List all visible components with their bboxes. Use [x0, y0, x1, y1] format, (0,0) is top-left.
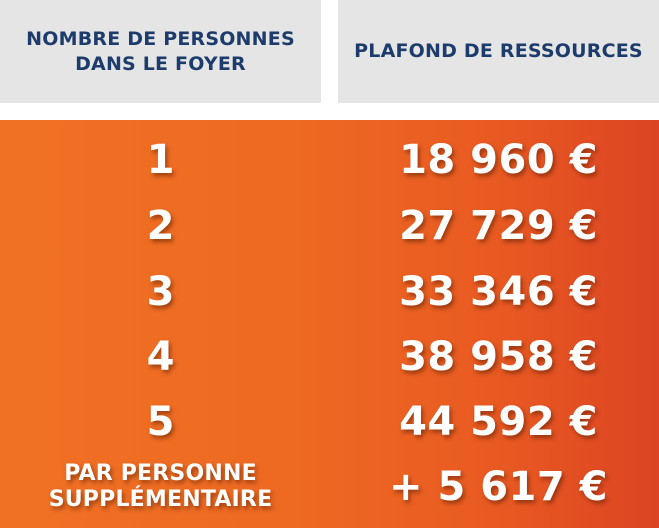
column-header-household-size: NOMBRE DE PERSONNES DANS LE FOYER	[0, 0, 321, 103]
table-row: PAR PERSONNE SUPPLÉMENTAIRE + 5 617 €	[0, 455, 659, 519]
table-row: 1 18 960 €	[0, 128, 659, 192]
table-row: 2 27 729 €	[0, 194, 659, 258]
resource-ceiling-cell: 27 729 €	[399, 203, 598, 249]
resource-ceiling-cell: 18 960 €	[399, 137, 598, 183]
household-size-cell: 1	[146, 137, 175, 183]
household-size-cell: 2	[146, 203, 175, 249]
table-row: 3 33 346 €	[0, 260, 659, 324]
column-header-household-size-label: NOMBRE DE PERSONNES DANS LE FOYER	[26, 27, 295, 75]
resource-ceiling-cell: 44 592 €	[399, 399, 598, 445]
table-row: 4 38 958 €	[0, 325, 659, 389]
household-size-cell: 4	[146, 334, 175, 380]
resource-ceiling-cell: 38 958 €	[399, 334, 598, 380]
table-row: 5 44 592 €	[0, 390, 659, 454]
resource-ceiling-cell: 33 346 €	[399, 269, 598, 315]
additional-person-label: PAR PERSONNE SUPPLÉMENTAIRE	[48, 461, 273, 512]
column-header-resource-ceiling: PLAFOND DE RESSOURCES	[338, 0, 659, 103]
household-size-cell: 5	[146, 399, 175, 445]
household-size-cell: 3	[146, 269, 175, 315]
ceiling-table-body: 1 18 960 € 2 27 729 € 3 33 346 € 4 38 95…	[0, 120, 659, 528]
column-header-resource-ceiling-label: PLAFOND DE RESSOURCES	[354, 40, 643, 62]
additional-person-ceiling: + 5 617 €	[389, 464, 608, 510]
